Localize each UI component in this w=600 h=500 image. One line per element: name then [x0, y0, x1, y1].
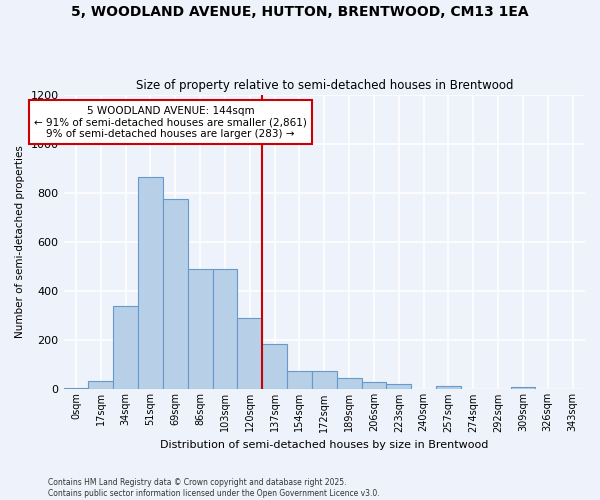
Bar	[312, 371, 337, 390]
Bar	[386, 384, 411, 390]
Bar	[238, 318, 262, 390]
Bar	[113, 306, 138, 390]
Bar	[64, 388, 88, 390]
Text: Contains HM Land Registry data © Crown copyright and database right 2025.
Contai: Contains HM Land Registry data © Crown c…	[48, 478, 380, 498]
Bar	[188, 269, 212, 390]
Bar	[88, 381, 113, 390]
Title: Size of property relative to semi-detached houses in Brentwood: Size of property relative to semi-detach…	[136, 79, 513, 92]
Bar	[511, 388, 535, 390]
Bar	[212, 269, 238, 390]
Bar	[436, 386, 461, 390]
Text: 5, WOODLAND AVENUE, HUTTON, BRENTWOOD, CM13 1EA: 5, WOODLAND AVENUE, HUTTON, BRENTWOOD, C…	[71, 5, 529, 19]
Bar	[362, 382, 386, 390]
Bar	[163, 199, 188, 390]
Bar	[138, 177, 163, 390]
Bar	[287, 371, 312, 390]
Bar	[337, 378, 362, 390]
Y-axis label: Number of semi-detached properties: Number of semi-detached properties	[15, 146, 25, 338]
X-axis label: Distribution of semi-detached houses by size in Brentwood: Distribution of semi-detached houses by …	[160, 440, 488, 450]
Bar	[262, 344, 287, 390]
Text: 5 WOODLAND AVENUE: 144sqm
← 91% of semi-detached houses are smaller (2,861)
9% o: 5 WOODLAND AVENUE: 144sqm ← 91% of semi-…	[34, 106, 307, 139]
